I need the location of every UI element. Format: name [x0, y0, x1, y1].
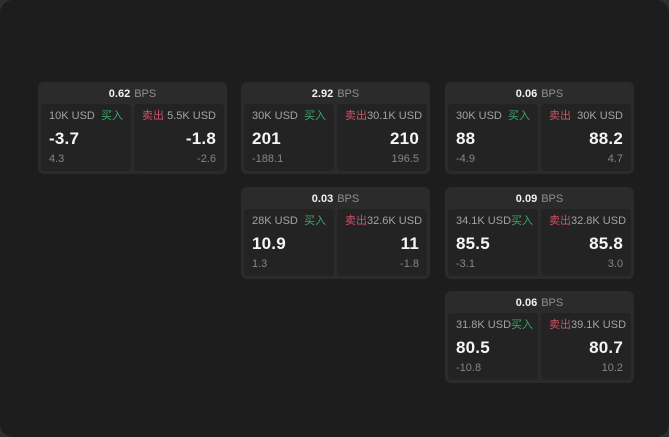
sell-size-label: 5.5K USD: [167, 110, 216, 122]
sell-size-label: 30K USD: [577, 110, 623, 122]
spread-header: 2.92 BPS: [244, 85, 427, 104]
sell-side-label: 卖出: [142, 110, 164, 122]
buy-price: 201: [252, 128, 281, 148]
spread-header: 0.09 BPS: [448, 190, 631, 209]
sell-price: -1.8: [185, 128, 216, 148]
sell-tile[interactable]: 卖出 39.1K USD 80.7 10.2: [541, 313, 631, 380]
buy-size-label: 10K USD: [49, 110, 95, 122]
quote-card: 0.06 BPS 30K USD 买入 88 -4.9 卖出 30K USD 8…: [445, 82, 634, 174]
spread-header: 0.03 BPS: [244, 190, 427, 209]
sell-price: 11: [400, 233, 419, 253]
buy-side-label: 买入: [511, 215, 534, 227]
spread-bps-unit: BPS: [337, 88, 360, 100]
buy-delta: -4.9: [456, 153, 475, 165]
spread-bps-value: 2.92: [311, 88, 334, 100]
spread-bps-unit: BPS: [134, 88, 157, 100]
spread-bps-unit: BPS: [541, 297, 564, 309]
quote-card: 0.06 BPS 31.8K USD 买入 80.5 -10.8 卖出 39.1…: [445, 291, 634, 383]
buy-delta: 4.3: [49, 153, 65, 165]
sell-tile[interactable]: 卖出 5.5K USD -1.8 -2.6: [134, 104, 224, 171]
sell-side-label: 卖出: [345, 215, 367, 227]
sell-side-label: 卖出: [345, 110, 367, 122]
sell-size-label: 32.6K USD: [367, 215, 423, 227]
quote-card: 0.09 BPS 34.1K USD 买入 85.5 -3.1 卖出 32.8K…: [445, 187, 634, 279]
buy-tile[interactable]: 34.1K USD 买入 85.5 -3.1: [448, 209, 538, 276]
sell-price: 85.8: [589, 233, 623, 253]
spread-bps-value: 0.03: [311, 193, 334, 205]
sell-size-label: 32.8K USD: [571, 215, 627, 227]
sell-price: 88.2: [589, 128, 623, 148]
spread-header: 0.06 BPS: [448, 294, 631, 313]
sell-side-label: 卖出: [549, 319, 571, 331]
sell-delta: -2.6: [197, 153, 216, 165]
spread-bps-value: 0.09: [515, 193, 538, 205]
sell-delta: 10.2: [601, 362, 623, 374]
buy-side-label: 买入: [101, 110, 123, 122]
quote-card: 2.92 BPS 30K USD 买入 201 -188.1 卖出 30.1K …: [241, 82, 430, 174]
quote-card: 0.03 BPS 28K USD 买入 10.9 1.3 卖出 32.6K US…: [241, 187, 430, 279]
sell-tile[interactable]: 卖出 30K USD 88.2 4.7: [541, 104, 631, 171]
buy-tile[interactable]: 30K USD 买入 88 -4.9: [448, 104, 538, 171]
buy-price: 80.5: [456, 337, 490, 357]
buy-size-label: 34.1K USD: [456, 215, 512, 227]
spread-header: 0.06 BPS: [448, 85, 631, 104]
sell-delta: -1.8: [400, 258, 419, 270]
buy-tile[interactable]: 31.8K USD 买入 80.5 -10.8: [448, 313, 538, 380]
buy-delta: -10.8: [456, 362, 482, 374]
sell-side-label: 卖出: [549, 110, 571, 122]
buy-size-label: 28K USD: [252, 215, 298, 227]
sell-delta: 4.7: [607, 153, 623, 165]
buy-tile[interactable]: 30K USD 买入 201 -188.1: [244, 104, 334, 171]
sell-size-label: 39.1K USD: [571, 319, 627, 331]
buy-size-label: 30K USD: [252, 110, 298, 122]
sell-side-label: 卖出: [549, 215, 571, 227]
buy-size-label: 30K USD: [456, 110, 502, 122]
buy-tile[interactable]: 10K USD 买入 -3.7 4.3: [41, 104, 131, 171]
buy-side-label: 买入: [304, 215, 326, 227]
spread-bps-value: 0.06: [515, 297, 538, 309]
buy-delta: -3.1: [456, 258, 475, 270]
quote-card: 0.62 BPS 10K USD 买入 -3.7 4.3 卖出 5.5K USD…: [38, 82, 227, 174]
spread-header: 0.62 BPS: [41, 85, 224, 104]
buy-delta: -188.1: [252, 153, 284, 165]
sell-delta: 3.0: [607, 258, 623, 270]
spread-bps-unit: BPS: [337, 193, 360, 205]
buy-tile[interactable]: 28K USD 买入 10.9 1.3: [244, 209, 334, 276]
spread-bps-value: 0.62: [108, 88, 131, 100]
buy-price: 88: [456, 128, 476, 148]
sell-tile[interactable]: 卖出 32.6K USD 11 -1.8: [337, 209, 427, 276]
spread-bps-value: 0.06: [515, 88, 538, 100]
buy-delta: 1.3: [252, 258, 268, 270]
buy-side-label: 买入: [508, 110, 530, 122]
sell-tile[interactable]: 卖出 30.1K USD 210 196.5: [337, 104, 427, 171]
buy-side-label: 买入: [511, 319, 534, 331]
buy-side-label: 买入: [304, 110, 326, 122]
sell-price: 80.7: [589, 337, 623, 357]
sell-delta: 196.5: [391, 153, 419, 165]
buy-price: 85.5: [456, 233, 490, 253]
spread-bps-unit: BPS: [541, 193, 564, 205]
sell-tile[interactable]: 卖出 32.8K USD 85.8 3.0: [541, 209, 631, 276]
sell-size-label: 30.1K USD: [367, 110, 423, 122]
buy-price: -3.7: [49, 128, 80, 148]
buy-price: 10.9: [252, 233, 286, 253]
sell-price: 210: [390, 128, 419, 148]
buy-size-label: 31.8K USD: [456, 319, 512, 331]
spread-bps-unit: BPS: [541, 88, 564, 100]
